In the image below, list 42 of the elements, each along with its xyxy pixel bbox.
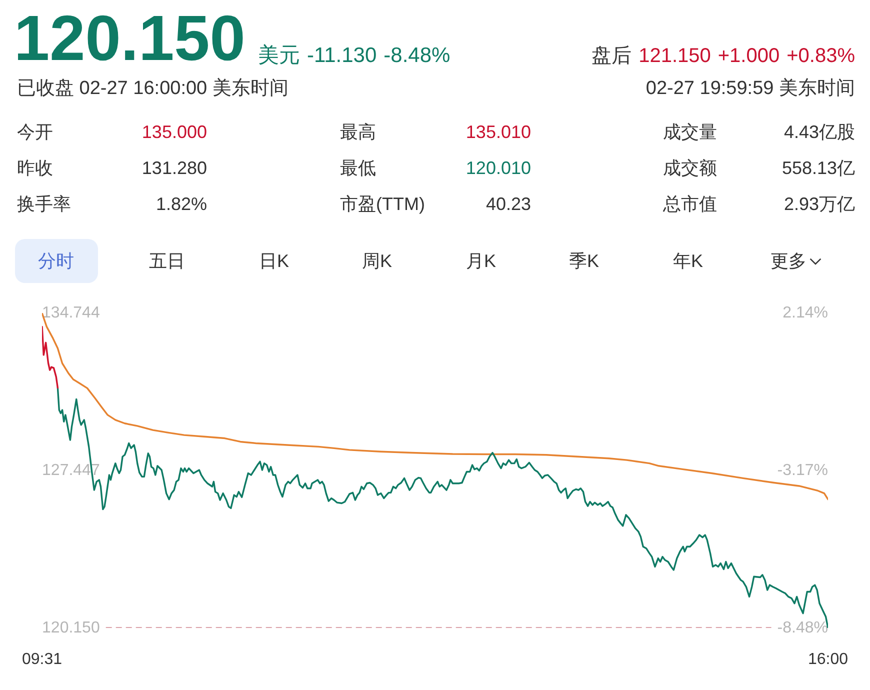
text: -8.48%	[384, 44, 450, 68]
x-tick-label: 09:31	[22, 651, 62, 668]
text: 558.13亿	[782, 158, 855, 178]
y2-tick-label: -8.48%	[777, 619, 828, 636]
text: +1.000	[718, 44, 780, 67]
text: 季K	[568, 251, 600, 271]
text: 昨收	[17, 158, 53, 178]
text: 盘后	[592, 44, 632, 67]
y-tick-label: 134.744	[42, 304, 100, 322]
text: 成交额	[663, 158, 717, 178]
text: 周K	[362, 251, 392, 271]
x-tick-label: 16:00	[808, 651, 848, 668]
text: 更多	[770, 251, 806, 271]
text: 市盈(TTM)	[340, 194, 425, 214]
text: 成交量	[663, 122, 717, 142]
text: 120.010	[466, 158, 531, 178]
text: 已收盘 02-27 16:00:00 美东时间	[17, 78, 288, 100]
text: 最低	[340, 158, 376, 178]
text: 1.82%	[156, 194, 207, 214]
text: 121.150	[638, 44, 711, 67]
text: 五日	[149, 251, 185, 271]
text: 年K	[672, 251, 704, 271]
text: 最高	[340, 122, 376, 142]
y2-tick-label: -3.17%	[777, 462, 828, 479]
text: 2.93万亿	[784, 194, 855, 214]
y-tick-label: 120.150	[42, 619, 100, 636]
text: 40.23	[486, 194, 531, 214]
text: +0.83%	[786, 44, 855, 67]
text: 总市值	[663, 194, 717, 214]
text: -11.130	[307, 44, 377, 68]
y2-tick-label: 2.14%	[782, 304, 828, 322]
text: 4.43亿股	[784, 122, 855, 142]
text: 135.010	[466, 122, 531, 142]
text: 135.000	[142, 122, 207, 142]
text: 换手率	[17, 194, 71, 214]
text: 131.280	[142, 158, 207, 178]
text: 美元	[258, 44, 300, 68]
text: 今开	[17, 122, 53, 142]
text: 月K	[466, 251, 496, 271]
text: 分时	[38, 251, 74, 271]
text: 日K	[258, 251, 290, 271]
text: 02-27 19:59:59 美东时间	[646, 78, 855, 100]
